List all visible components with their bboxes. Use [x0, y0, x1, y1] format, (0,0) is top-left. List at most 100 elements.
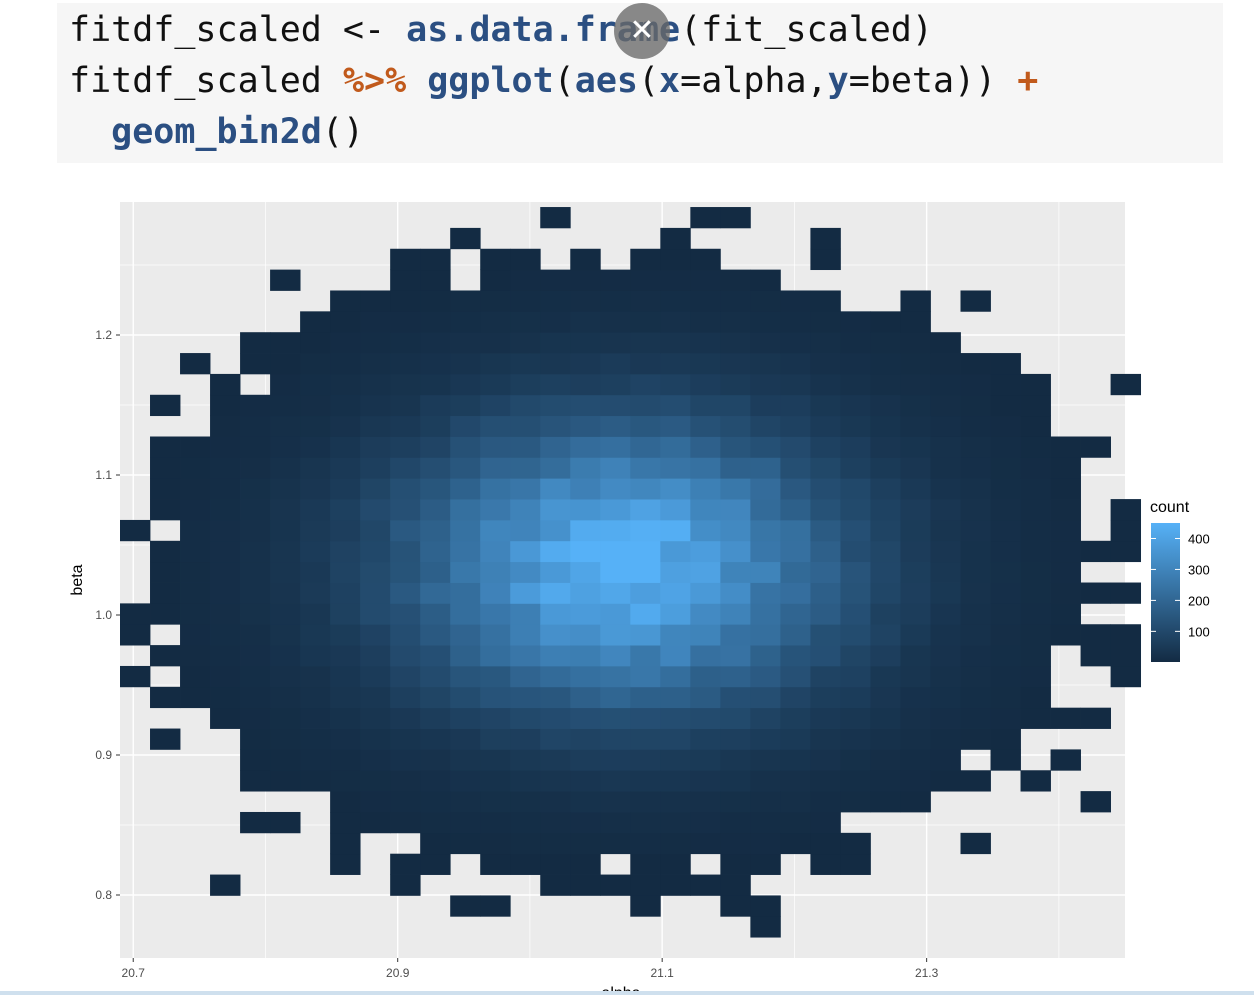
y-axis: 0.8 0.9 1.0 1.1 1.2 [95, 328, 120, 902]
bin-tile [900, 561, 931, 583]
bin-tile [330, 332, 361, 354]
bin-tile [840, 457, 871, 479]
bin-tile [690, 394, 721, 417]
bin-tile [690, 749, 721, 771]
bin-tile [1020, 624, 1051, 646]
bin-tile [1110, 624, 1142, 646]
bin-tile [780, 353, 811, 375]
bin-tile [720, 832, 751, 855]
bin-tile [240, 770, 271, 792]
bin-tile [630, 665, 661, 688]
bin-tile [840, 332, 871, 354]
bin-tile [870, 332, 901, 354]
bin-tile [1020, 561, 1051, 583]
bin-tile [510, 791, 541, 813]
code-token: x [659, 61, 681, 101]
bin-tile [630, 770, 661, 792]
bin-tile [1020, 394, 1051, 417]
bin-tile [660, 770, 691, 792]
bin-tile [510, 624, 541, 646]
bin-tile [660, 582, 691, 604]
bin-tile [360, 394, 391, 417]
bin-tile [780, 394, 811, 417]
bin-tile [660, 499, 691, 521]
bin-tile [930, 499, 961, 521]
bins [120, 207, 1142, 938]
bin-tile [690, 269, 721, 291]
bin-tile [240, 457, 271, 479]
bin-tile [1080, 540, 1111, 563]
bin-tile [540, 811, 571, 834]
bin-tile [480, 582, 511, 604]
bin-tile [780, 645, 811, 667]
bin-tile [180, 603, 211, 625]
bin-tile [900, 707, 931, 729]
bin-tile [270, 457, 301, 479]
bin-tile [780, 540, 811, 563]
bin-tile [780, 624, 811, 646]
bin-tile [750, 519, 781, 542]
bin-tile [960, 415, 991, 437]
bin-tile [540, 603, 571, 625]
bin-tile [300, 478, 331, 500]
bin-tile [780, 603, 811, 625]
bin-tile [510, 728, 541, 750]
bin-tile [990, 624, 1021, 646]
bin-tile [690, 874, 721, 896]
bin-tile [660, 269, 691, 291]
bin-tile [270, 519, 301, 542]
bin-tile [510, 457, 541, 479]
bin-tile [810, 519, 841, 542]
bin-tile [630, 791, 661, 813]
bin-tile [900, 499, 931, 521]
bin-tile [480, 394, 511, 417]
bin-tile [810, 561, 841, 583]
bin-tile [840, 561, 871, 583]
bin-tile [1050, 478, 1081, 500]
bin-tile [660, 248, 691, 271]
bin-tile [330, 749, 361, 771]
bin-tile [960, 353, 991, 375]
bin-tile [270, 582, 301, 604]
close-button[interactable]: ✕ [614, 3, 670, 59]
bin-tile [1050, 457, 1081, 479]
bin-tile [330, 686, 361, 709]
bin-tile [360, 519, 391, 542]
bin-tile [660, 373, 691, 396]
bin-tile [270, 353, 301, 375]
bin-tile [720, 749, 751, 771]
bin-tile [300, 519, 331, 542]
window-bottom-edge [0, 991, 1254, 995]
bin-tile [720, 582, 751, 604]
bin-tile [390, 248, 421, 271]
bin-tile [840, 665, 871, 688]
bin-tile [750, 415, 781, 437]
bin-tile [990, 645, 1021, 667]
bin-tile [720, 540, 751, 563]
bin-tile [960, 582, 991, 604]
bin-tile [1050, 436, 1081, 458]
bin-tile [480, 853, 511, 875]
bin-tile [750, 707, 781, 729]
bin-tile [870, 624, 901, 646]
bin-tile [930, 519, 961, 542]
bin-tile [1080, 436, 1111, 458]
bin-tile [960, 478, 991, 500]
bin-tile [300, 770, 331, 792]
bin-tile [240, 394, 271, 417]
bin-tile [420, 665, 451, 688]
bin-tile [690, 436, 721, 458]
bin-tile [990, 686, 1021, 709]
bin-tile [900, 457, 931, 479]
bin-tile [300, 582, 331, 604]
bin-tile [990, 582, 1021, 604]
bin-tile [600, 499, 631, 521]
bin-tile [780, 749, 811, 771]
bin-tile [870, 311, 901, 333]
bin-tile [240, 582, 271, 604]
bin-tile [240, 561, 271, 583]
bin-tile [840, 770, 871, 792]
bin-tile [630, 832, 661, 855]
bin-tile [1110, 540, 1142, 563]
bin-tile [960, 540, 991, 563]
